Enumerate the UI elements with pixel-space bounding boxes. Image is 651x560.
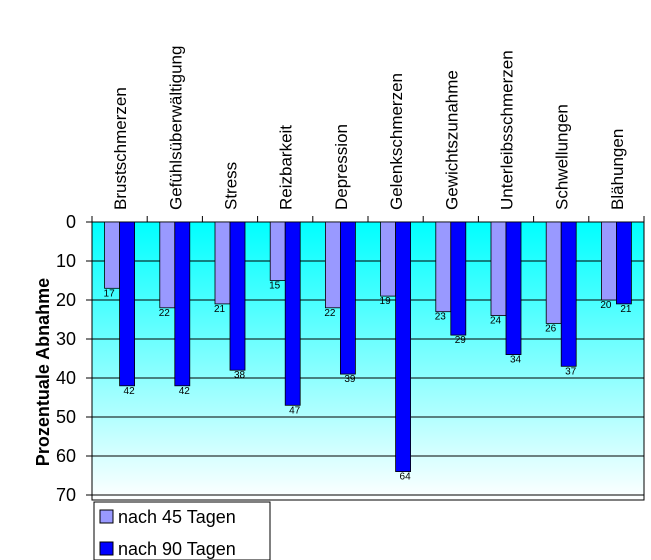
bar-45-tage	[269, 221, 286, 281]
data-label: 24	[490, 316, 502, 327]
category-label: Gelenkschmerzen	[387, 73, 406, 210]
bar-90-tage	[395, 221, 412, 473]
data-label: 38	[234, 370, 246, 381]
data-labels: 17 42 22 42 21 38 15 47 22 39 19 64 23 29 24 34 26 37 20 21	[104, 281, 632, 483]
y-tick-label: 50	[56, 407, 76, 427]
bar-45-tage	[545, 221, 562, 324]
bar-90-tage	[616, 221, 632, 305]
bar-45-tage	[490, 221, 507, 316]
data-label: 15	[269, 281, 281, 292]
data-label: 22	[324, 308, 336, 319]
bar-45-tage	[104, 221, 120, 289]
bar-90-tage	[119, 221, 135, 387]
data-label: 20	[600, 300, 612, 311]
y-axis-ticks: 0 10 20 30 40 50 60 70	[56, 212, 92, 505]
data-label: 37	[565, 366, 577, 377]
data-label: 22	[159, 308, 171, 319]
data-label: 26	[545, 323, 557, 334]
data-label: 42	[179, 386, 191, 397]
category-label: Brustschmerzen	[111, 87, 130, 210]
bar-45-tage	[601, 221, 617, 301]
category-label: Gewichtszunahme	[442, 70, 461, 210]
y-tick-label: 30	[56, 329, 76, 349]
legend-label-90: nach 90 Tagen	[118, 539, 236, 559]
bar-45-tage	[380, 221, 397, 297]
bar-90-tage	[284, 221, 301, 406]
data-label: 21	[620, 304, 632, 315]
category-label: Depression	[332, 124, 351, 210]
bars	[104, 221, 632, 473]
category-label: Schwellungen	[553, 104, 572, 210]
bar-90-tage	[560, 221, 577, 367]
category-label: Unterleibsschmerzen	[498, 50, 517, 210]
y-tick-label: 10	[56, 251, 76, 271]
data-label: 21	[214, 304, 226, 315]
legend-swatch-90	[99, 541, 114, 556]
bar-90-tage	[339, 221, 356, 375]
category-label: Reizbarkeit	[277, 125, 296, 210]
bar-45-tage	[214, 221, 231, 305]
data-label: 23	[435, 312, 447, 323]
y-tick-label: 0	[66, 212, 76, 232]
data-label: 64	[400, 472, 412, 483]
category-label: Gefühlsüberwältigung	[166, 46, 185, 210]
data-label: 39	[344, 374, 356, 385]
data-label: 29	[455, 335, 467, 346]
bar-90-tage	[229, 221, 246, 371]
y-axis-label: Prozentuale Abnahme	[33, 278, 53, 466]
legend: nach 45 Tagen nach 90 Tagen	[93, 501, 271, 560]
bar-45-tage	[159, 221, 176, 309]
y-tick-label: 40	[56, 368, 76, 388]
data-label: 19	[380, 296, 392, 307]
legend-label-45: nach 45 Tagen	[118, 507, 236, 527]
bar-90-tage	[450, 221, 467, 336]
category-label: Stress	[222, 162, 241, 210]
bar-45-tage	[324, 221, 341, 309]
data-label: 34	[510, 355, 522, 366]
bar-90-tage	[174, 221, 191, 387]
y-tick-label: 70	[56, 485, 76, 505]
legend-swatch-45	[99, 509, 114, 524]
data-label: 47	[289, 405, 301, 416]
category-label: Blähungen	[608, 129, 627, 210]
category-labels: Brustschmerzen Gefühlsüberwältigung Stress…	[91, 46, 645, 222]
data-label: 42	[124, 386, 136, 397]
y-tick-label: 60	[56, 446, 76, 466]
bar-90-tage	[505, 221, 522, 356]
bar-45-tage	[435, 221, 452, 313]
legend-box	[93, 501, 271, 560]
y-tick-label: 20	[56, 290, 76, 310]
data-label: 17	[104, 288, 116, 299]
